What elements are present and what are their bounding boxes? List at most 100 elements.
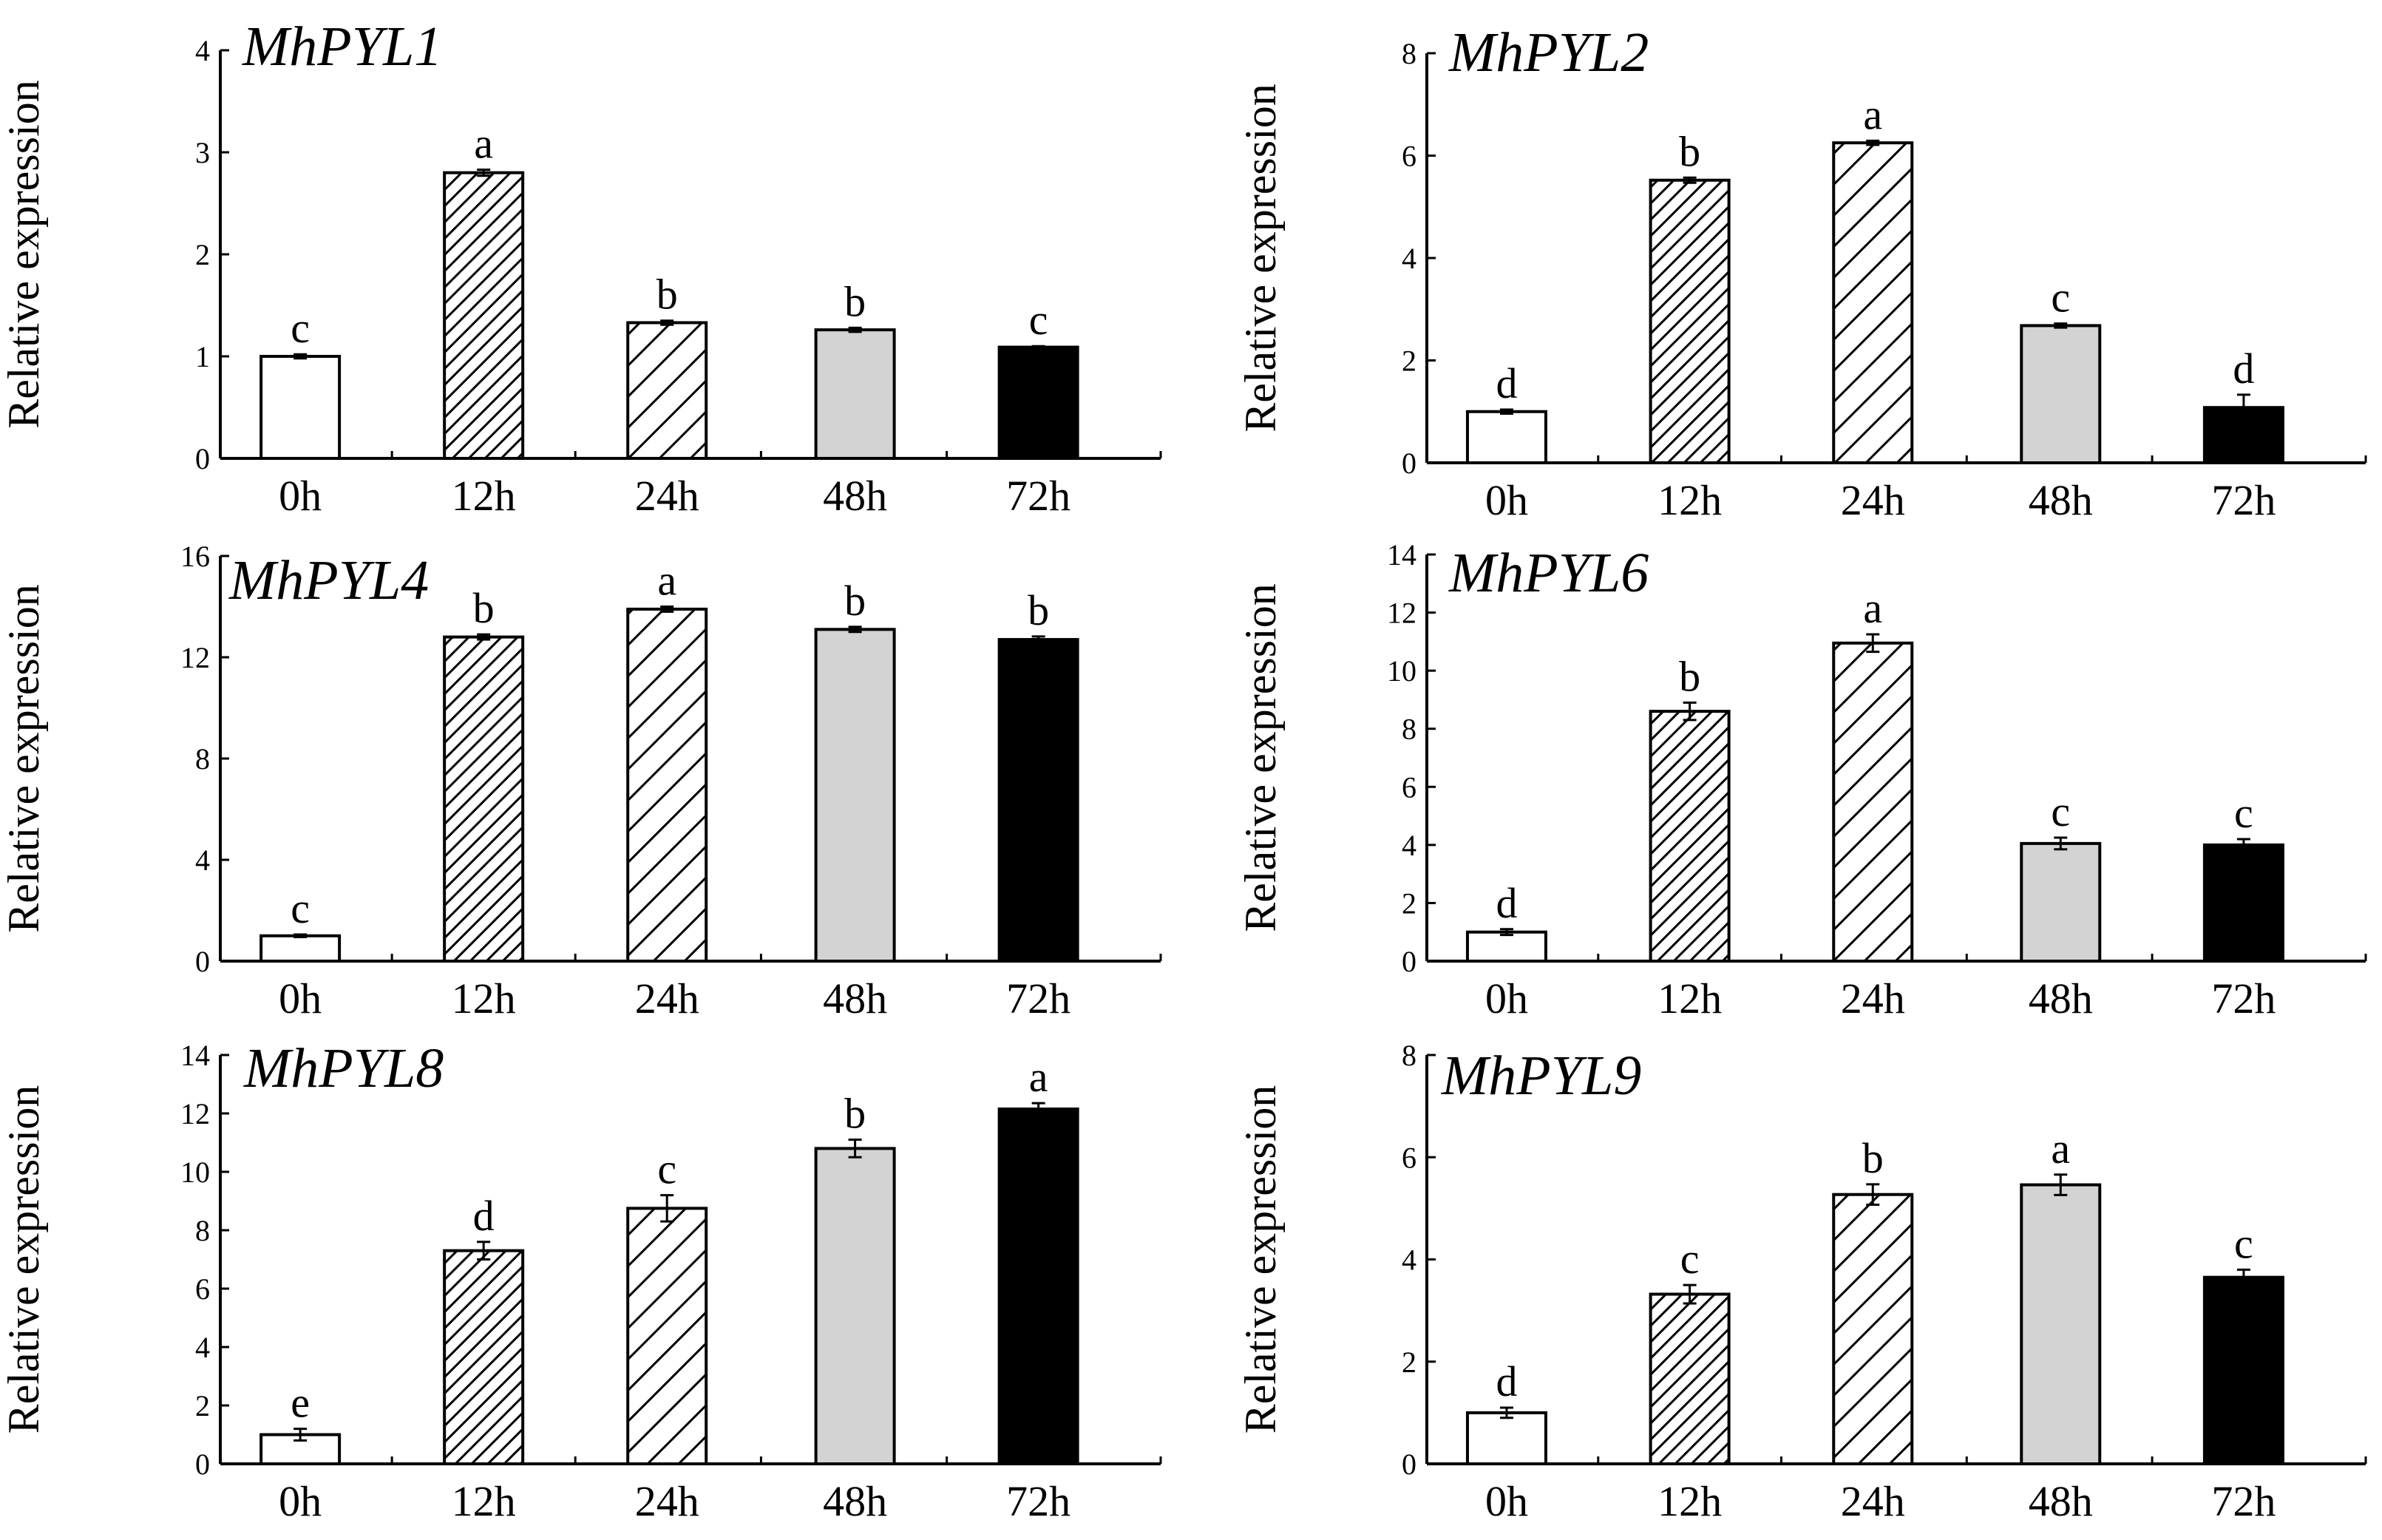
x-tick-label: 0h — [279, 1477, 322, 1525]
y-tick-label: 6 — [1402, 770, 1416, 804]
bar-48h — [2020, 1183, 2102, 1465]
panel-2: 0 2 4 6 8 d 0h b 12h a 24h c 48h d 72h MhPYL2 Relative e… — [1236, 21, 2367, 524]
x-tick-label: 24h — [635, 974, 699, 1022]
significance-label: b — [656, 271, 678, 319]
significance-label: b — [1679, 127, 1700, 175]
significance-label: e — [291, 1379, 310, 1427]
panel-1: 0 1 2 3 4 c 0h a 12h b 24h b 48h c 72h MhPYL1 Relative e… — [0, 16, 1162, 520]
bar-24h — [626, 607, 708, 963]
x-tick-label: 48h — [2029, 1477, 2093, 1525]
significance-label: a — [2051, 1125, 2070, 1173]
y-tick-label: 10 — [1387, 654, 1416, 688]
x-tick-label: 0h — [1485, 476, 1528, 524]
significance-label: a — [1029, 1053, 1048, 1101]
y-tick-label: 2 — [195, 238, 210, 271]
significance-label: a — [474, 119, 493, 167]
panel-6: 0 2 4 6 8 d 0h c 12h b 24h a 48h c 72h MhPYL9 Relative e… — [1236, 1039, 2367, 1525]
gene-title: MhPYL6 — [1448, 542, 1649, 604]
significance-label: c — [1029, 296, 1048, 344]
y-tick-label: 2 — [195, 1389, 210, 1422]
panel-5: 0 2 4 6 8 10 12 14 e 0h d 12h c 24h b 48h a 72h MhPYL8 Rela… — [0, 1037, 1162, 1525]
x-tick-label: 72h — [2211, 1477, 2276, 1525]
significance-label: c — [657, 1145, 676, 1193]
x-tick-label: 12h — [1657, 974, 1722, 1022]
bar-12h — [1649, 1292, 1731, 1465]
significance-label: c — [1680, 1235, 1700, 1283]
significance-label: c — [2051, 274, 2070, 322]
y-tick-label: 12 — [1387, 597, 1416, 630]
x-tick-label: 12h — [1657, 476, 1722, 524]
x-tick-label: 48h — [823, 1477, 887, 1525]
bar-48h — [814, 328, 896, 460]
y-tick-label: 8 — [195, 742, 210, 776]
significance-label: d — [473, 1192, 495, 1240]
bar-0h — [1465, 930, 1547, 963]
gene-title: MhPYL2 — [1448, 21, 1649, 84]
x-tick-label: 0h — [279, 974, 322, 1022]
significance-label: c — [291, 884, 310, 932]
y-tick-label: 10 — [180, 1156, 210, 1189]
significance-label: d — [1496, 879, 1517, 927]
significance-label: a — [1863, 584, 1882, 632]
x-tick-label: 0h — [1485, 1477, 1528, 1525]
bar-48h — [2020, 841, 2102, 963]
x-tick-label: 72h — [2211, 476, 2276, 524]
bar-0h — [1465, 410, 1547, 464]
y-tick-label: 0 — [1402, 945, 1416, 978]
bar-48h — [814, 1147, 896, 1466]
y-tick-label: 0 — [195, 945, 210, 978]
y-axis-label: Relative expression — [0, 1085, 48, 1434]
x-tick-label: 72h — [2211, 974, 2276, 1022]
y-tick-label: 0 — [195, 442, 210, 475]
bar-72h — [997, 638, 1079, 963]
y-axis-label: Relative expression — [1236, 84, 1285, 433]
x-tick-label: 12h — [452, 472, 516, 520]
significance-label: c — [2234, 1219, 2253, 1267]
y-tick-label: 4 — [1402, 829, 1416, 862]
x-tick-label: 12h — [1657, 1477, 1722, 1525]
x-tick-label: 0h — [1485, 974, 1528, 1022]
significance-label: b — [1028, 586, 1049, 634]
gene-title: MhPYL1 — [242, 16, 442, 78]
y-tick-label: 16 — [180, 540, 210, 573]
bar-24h — [1832, 1193, 1914, 1466]
y-tick-label: 0 — [1402, 1448, 1416, 1481]
bar-72h — [2202, 1275, 2284, 1465]
x-tick-label: 24h — [1841, 476, 1905, 524]
significance-label: c — [2234, 789, 2253, 837]
significance-label: d — [2233, 345, 2254, 393]
bar-48h — [814, 628, 896, 963]
bar-12h — [1649, 710, 1731, 963]
y-tick-label: 2 — [1402, 886, 1416, 920]
x-tick-label: 72h — [1006, 472, 1070, 520]
y-tick-label: 4 — [195, 34, 210, 67]
significance-label: b — [1679, 652, 1700, 700]
x-tick-label: 48h — [823, 472, 887, 520]
significance-label: b — [844, 277, 866, 325]
significance-label: a — [1863, 90, 1882, 138]
x-tick-label: 24h — [1841, 1477, 1905, 1525]
significance-label: c — [2051, 787, 2070, 835]
bar-24h — [626, 321, 708, 460]
bar-12h — [443, 171, 525, 460]
y-tick-label: 8 — [1402, 713, 1416, 746]
y-tick-label: 3 — [195, 136, 210, 169]
bar-24h — [626, 1207, 708, 1465]
significance-label: d — [1496, 1357, 1517, 1405]
bar-72h — [997, 1107, 1079, 1465]
x-tick-label: 24h — [1841, 974, 1905, 1022]
panel-3: 0 4 8 12 16 c 0h b 12h a 24h b 48h b 72h MhPYL4 Relative… — [0, 540, 1162, 1022]
x-tick-label: 48h — [2029, 476, 2093, 524]
gene-title: MhPYL9 — [1441, 1045, 1641, 1107]
y-tick-label: 8 — [195, 1214, 210, 1247]
significance-label: b — [473, 584, 495, 632]
bar-24h — [1832, 141, 1914, 464]
bar-0h — [1465, 1411, 1547, 1465]
x-tick-label: 72h — [1006, 1477, 1070, 1525]
y-tick-label: 1 — [195, 340, 210, 373]
x-tick-label: 48h — [2029, 974, 2093, 1022]
bar-24h — [1832, 641, 1914, 963]
y-tick-label: 4 — [195, 844, 210, 877]
x-tick-label: 12h — [452, 1477, 516, 1525]
